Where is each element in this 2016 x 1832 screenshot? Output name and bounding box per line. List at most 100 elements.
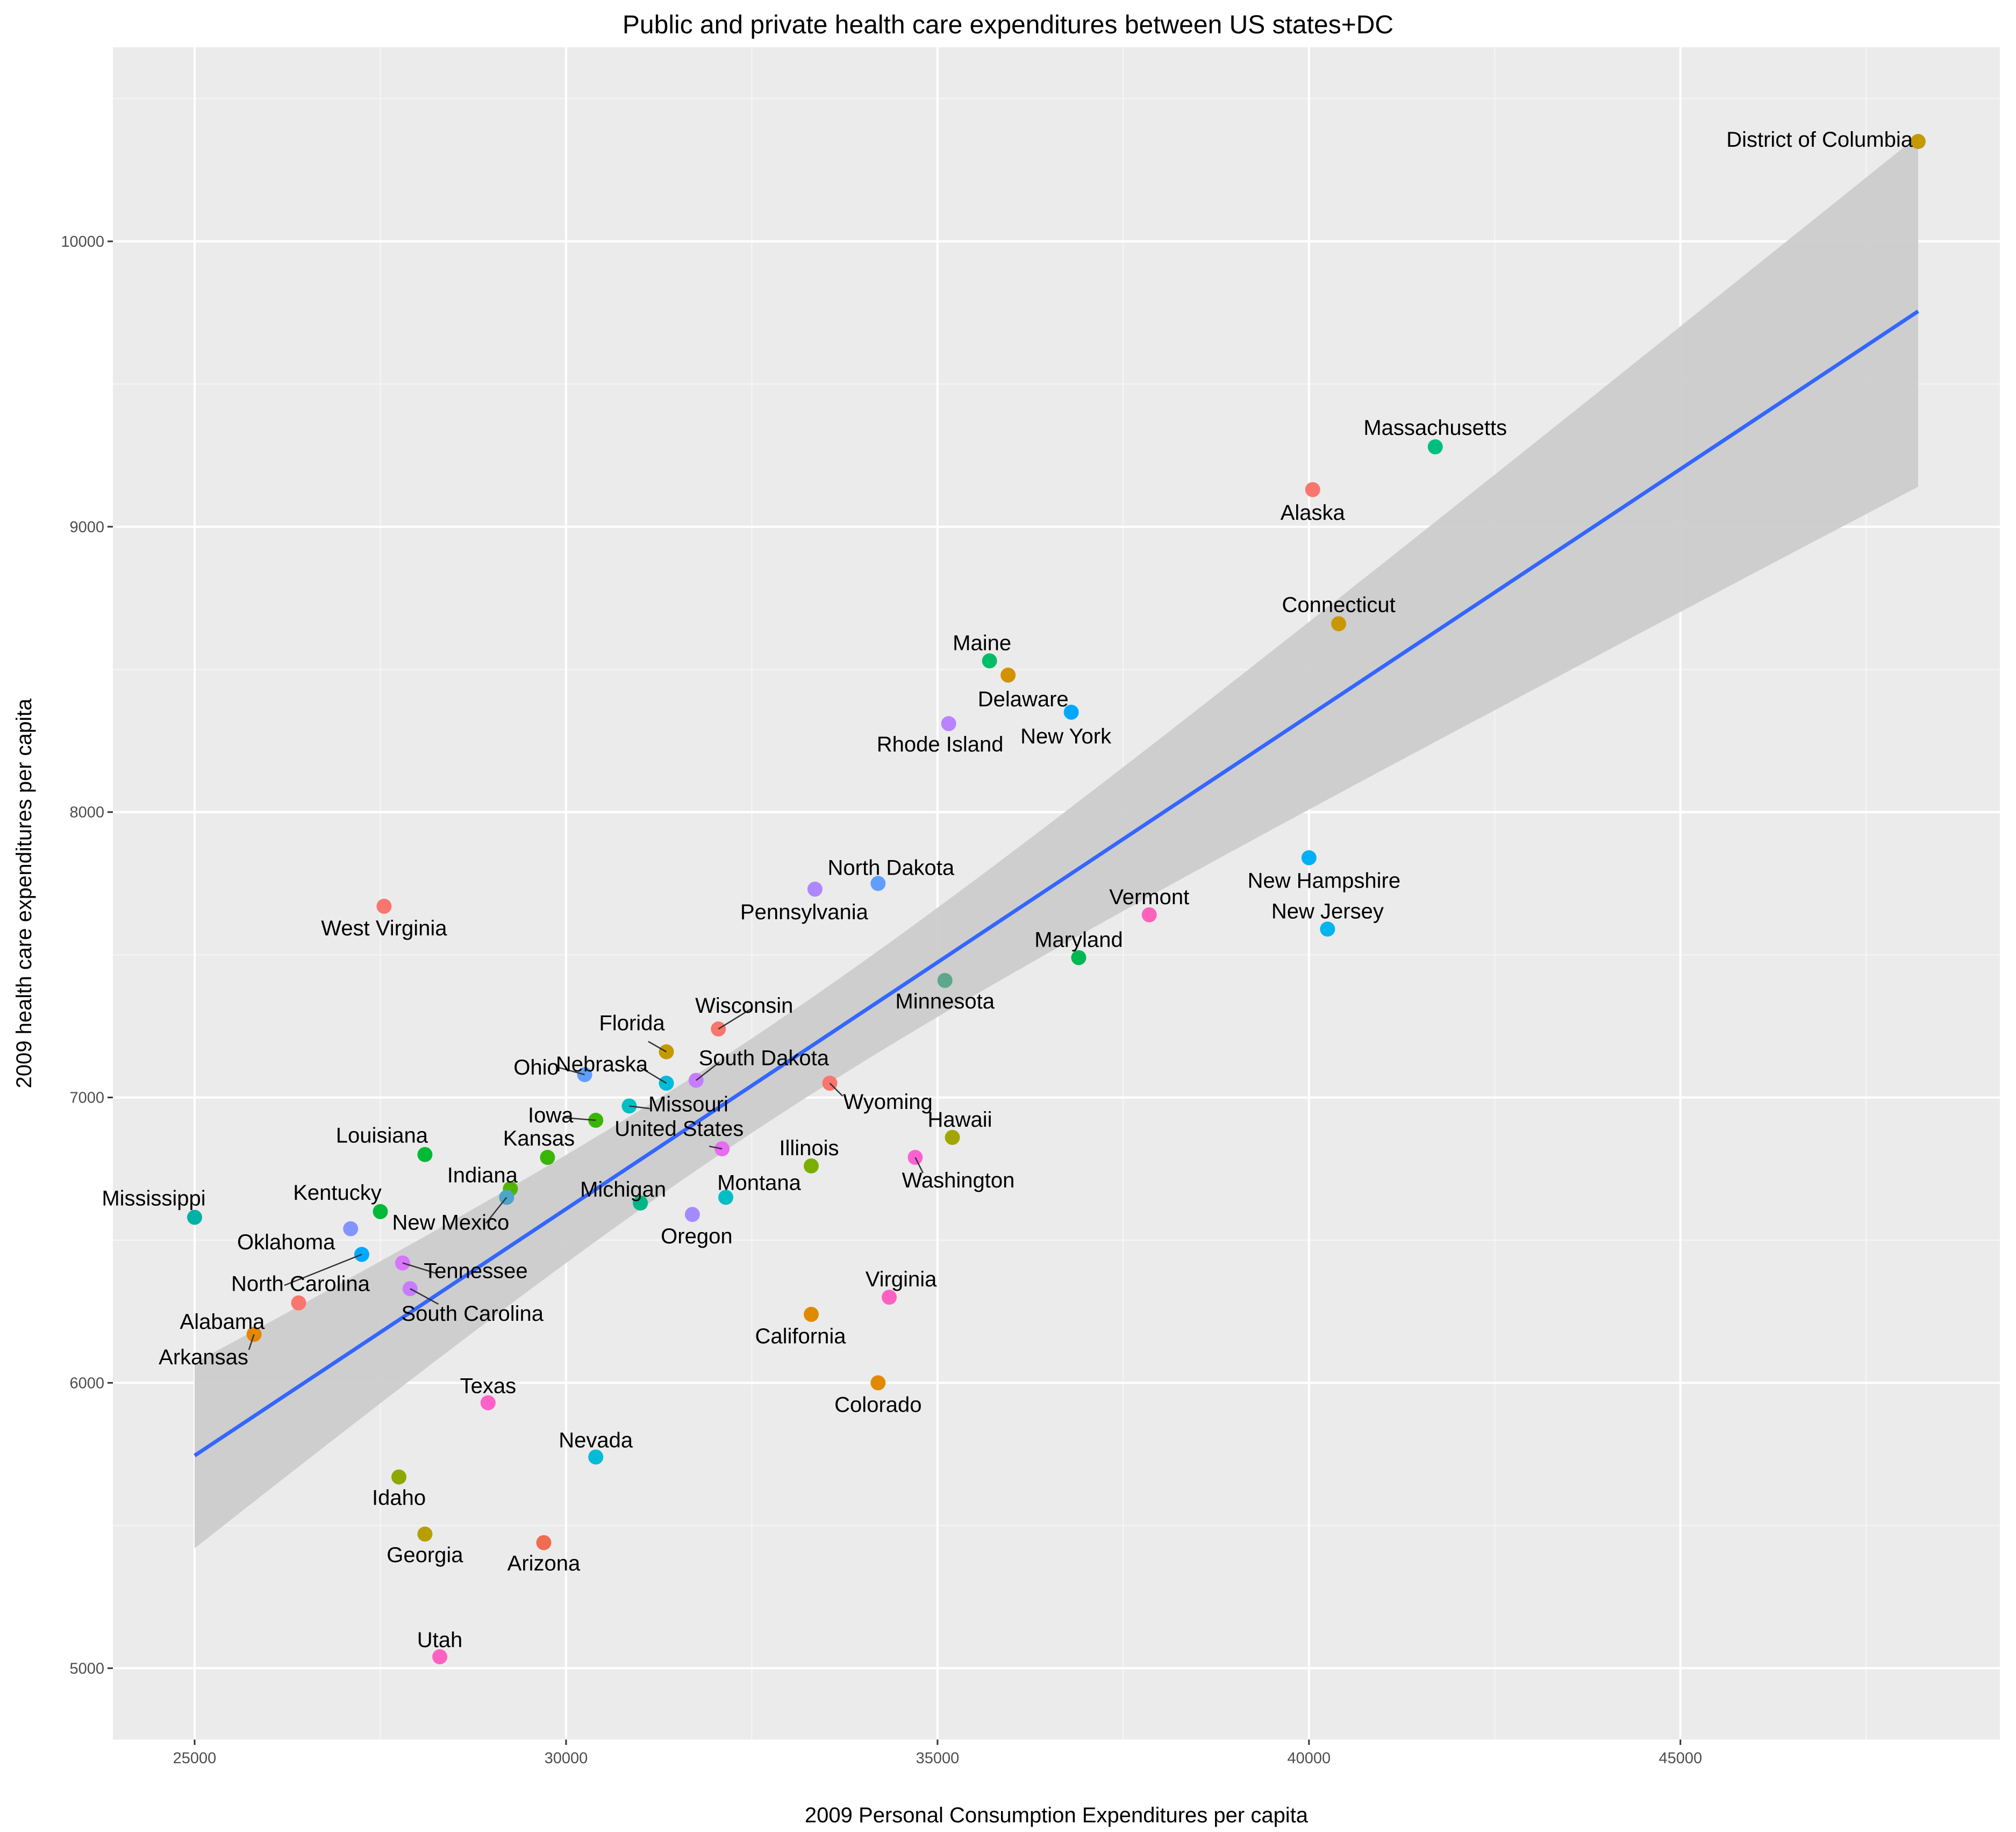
label-iowa: Iowa	[528, 1104, 574, 1127]
label-leader-line	[718, 1007, 753, 1030]
y-tick-label: 8000	[69, 804, 104, 821]
point-rhode-island	[941, 716, 956, 732]
point-district-of-columbia	[1910, 134, 1926, 149]
label-arizona: Arizona	[507, 1552, 581, 1576]
point-new-hampshire	[1301, 850, 1317, 865]
label-utah: Utah	[417, 1628, 463, 1652]
point-mississippi	[187, 1210, 203, 1225]
label-leader-line	[696, 1062, 720, 1081]
y-tick-label: 9000	[69, 519, 104, 536]
label-south-carolina: South Carolina	[401, 1302, 544, 1326]
label-hawaii: Hawaii	[928, 1108, 992, 1132]
point-illinois	[803, 1158, 819, 1173]
point-utah	[432, 1649, 448, 1665]
point-massachusetts	[1427, 439, 1443, 455]
label-wyoming: Wyoming	[843, 1090, 932, 1114]
point-maine	[982, 653, 997, 669]
label-oklahoma: Oklahoma	[237, 1230, 335, 1254]
label-maryland: Maryland	[1034, 928, 1123, 951]
label-vermont: Vermont	[1109, 885, 1189, 909]
label-maine: Maine	[953, 631, 1011, 655]
point-west-virginia	[376, 898, 392, 914]
point-michigan	[633, 1195, 648, 1211]
point-georgia	[417, 1526, 433, 1542]
label-alabama: Alabama	[180, 1310, 266, 1334]
label-california: California	[755, 1325, 846, 1348]
point-oregon	[684, 1207, 700, 1222]
x-tick-label: 35000	[916, 1750, 960, 1767]
label-leader-line	[648, 1041, 667, 1053]
label-leader-line	[410, 1288, 439, 1305]
label-connecticut: Connecticut	[1282, 593, 1396, 617]
x-axis-title: 2009 Personal Consumption Expenditures p…	[805, 1804, 1309, 1827]
point-texas	[480, 1395, 496, 1411]
label-virginia: Virginia	[866, 1268, 937, 1291]
label-south-dakota: South Dakota	[699, 1047, 830, 1070]
x-axis-ticks: 25000 30000 35000 40000 45000	[173, 1740, 1702, 1767]
label-leader-line	[485, 1197, 507, 1224]
label-district-of-columbia: District of Columbia	[1726, 128, 1913, 152]
label-leader-line	[629, 1105, 650, 1110]
point-kansas	[540, 1150, 555, 1165]
point-montana	[718, 1190, 734, 1205]
label-michigan: Michigan	[580, 1178, 666, 1201]
label-montana: Montana	[717, 1171, 801, 1194]
y-tick-label: 7000	[69, 1090, 104, 1107]
label-west-virginia: West Virginia	[321, 917, 447, 940]
gridlines	[113, 47, 2000, 1740]
label-alaska: Alaska	[1281, 501, 1346, 525]
point-oklahoma	[343, 1221, 359, 1236]
label-leader-line	[829, 1083, 843, 1097]
label-leader-line	[248, 1334, 255, 1350]
label-pennsylvania: Pennsylvania	[740, 900, 869, 924]
y-tick-label: 5000	[69, 1660, 104, 1677]
confidence-band	[195, 135, 1918, 1549]
point-new-york	[1063, 704, 1079, 720]
label-leader-line	[914, 1157, 924, 1173]
label-new-york: New York	[1020, 725, 1112, 748]
label-indiana: Indiana	[447, 1163, 518, 1187]
point-colorado	[870, 1375, 886, 1391]
point-north-dakota	[870, 876, 886, 891]
trend-line	[194, 310, 1919, 1457]
point-delaware	[1000, 667, 1016, 683]
point-idaho	[391, 1469, 407, 1485]
chart-title: Public and private health care expenditu…	[623, 11, 1393, 39]
x-tick-label: 30000	[545, 1750, 588, 1767]
point-louisiana	[417, 1147, 433, 1162]
confidence-band-area	[195, 135, 1918, 1549]
label-massachusetts: Massachusetts	[1363, 416, 1507, 440]
label-illinois: Illinois	[779, 1136, 839, 1160]
label-florida: Florida	[599, 1012, 665, 1035]
label-louisiana: Louisiana	[336, 1124, 428, 1148]
label-tennessee: Tennessee	[424, 1259, 527, 1283]
label-oregon: Oregon	[661, 1225, 732, 1248]
label-nevada: Nevada	[559, 1428, 633, 1452]
y-tick-label: 10000	[61, 233, 104, 251]
y-tick-label: 6000	[69, 1375, 104, 1392]
label-new-hampshire: New Hampshire	[1248, 869, 1401, 893]
point-kentucky	[373, 1204, 388, 1219]
regression-line	[194, 310, 1919, 1457]
point-new-jersey	[1320, 921, 1335, 937]
label-minnesota: Minnesota	[895, 990, 995, 1013]
y-axis-ticks: 5000 6000 7000 8000 9000 10000	[61, 233, 113, 1677]
point-nevada	[588, 1449, 604, 1465]
x-tick-label: 40000	[1288, 1750, 1331, 1767]
point-virginia	[882, 1290, 897, 1305]
label-leader-line	[402, 1262, 437, 1274]
x-tick-label: 25000	[173, 1750, 217, 1767]
label-delaware: Delaware	[978, 688, 1069, 711]
point-labels: District of Columbia Massachusetts Alaska C…	[102, 128, 1913, 1652]
label-kansas: Kansas	[503, 1127, 575, 1150]
label-colorado: Colorado	[834, 1393, 921, 1416]
label-kentucky: Kentucky	[293, 1181, 382, 1205]
label-idaho: Idaho	[372, 1486, 426, 1510]
label-texas: Texas	[460, 1375, 517, 1398]
label-leader-line	[640, 1067, 667, 1084]
label-ohio: Ohio	[513, 1056, 559, 1079]
label-united-states: United States	[614, 1117, 744, 1141]
label-north-carolina: North Carolina	[231, 1272, 370, 1296]
label-new-mexico: New Mexico	[392, 1211, 509, 1234]
